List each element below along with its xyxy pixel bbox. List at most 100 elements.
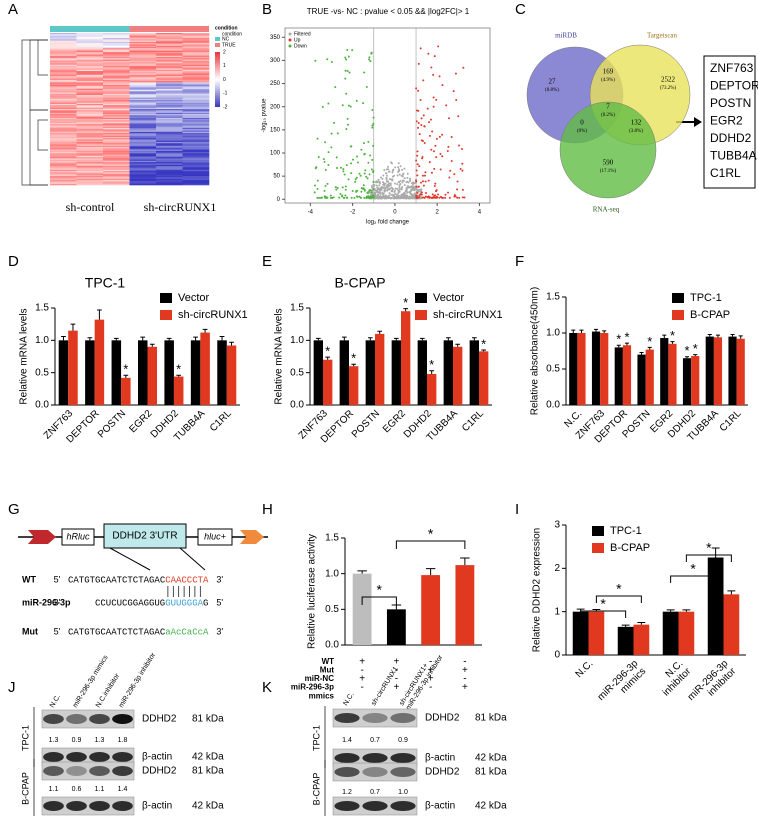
heat-cell — [76, 102, 104, 105]
condition-label: miR-296-3p — [291, 683, 334, 692]
bar — [427, 373, 437, 405]
heat-cell — [50, 163, 77, 166]
point — [424, 195, 427, 198]
point — [356, 161, 359, 164]
heat-cell — [76, 33, 104, 35]
bracket — [685, 554, 732, 562]
quantification: 1.4 — [118, 786, 128, 793]
point — [416, 163, 419, 166]
heat-cell — [156, 145, 183, 148]
point — [342, 170, 345, 173]
panel-letter: F — [515, 253, 524, 270]
heat-cell — [182, 52, 210, 54]
heat-cell — [50, 168, 77, 171]
point — [365, 175, 368, 178]
heat-cell — [129, 67, 157, 69]
heat-cell — [76, 67, 104, 69]
bracket — [580, 610, 627, 618]
row-label: WT — [22, 574, 36, 584]
error-bar — [693, 354, 698, 357]
point — [379, 191, 382, 194]
heat-cell — [129, 117, 157, 120]
point — [437, 193, 440, 196]
heat-cell — [50, 167, 77, 169]
scale-tick: -1 — [223, 91, 228, 97]
point — [344, 77, 347, 80]
heat-cell — [76, 164, 104, 167]
heat-cell — [103, 183, 130, 186]
heat-cell — [156, 102, 183, 105]
quantification: 1.0 — [398, 789, 408, 796]
point — [329, 194, 332, 197]
legend-label: B-CPAP — [610, 542, 650, 554]
point — [410, 182, 413, 185]
heat-cell — [129, 40, 157, 43]
strand-end: 5' — [54, 574, 61, 584]
heat-cell — [182, 117, 210, 120]
heat-cell — [50, 100, 77, 102]
heat-cell — [129, 106, 157, 109]
heat-cell — [76, 82, 104, 84]
point — [394, 166, 397, 169]
heat-cell — [103, 182, 130, 185]
point — [389, 182, 392, 185]
heat-cell — [103, 124, 130, 126]
heat-cell — [156, 126, 183, 129]
y-tick-label: 0.0 — [546, 400, 560, 411]
point — [394, 187, 397, 190]
heat-cell — [129, 50, 157, 53]
heat-cell — [50, 152, 77, 154]
heat-cell — [182, 76, 210, 78]
heat-cell — [182, 77, 210, 79]
condition-bar — [76, 26, 103, 32]
heat-cell — [50, 55, 77, 58]
point — [412, 181, 415, 184]
heat-cell — [76, 35, 104, 38]
legend-swatch — [160, 310, 172, 320]
heat-cell — [50, 82, 77, 84]
condition-sign: - — [463, 674, 466, 685]
heat-cell — [76, 45, 104, 48]
point — [401, 186, 404, 189]
bar — [401, 311, 411, 405]
point — [427, 121, 430, 124]
point — [397, 181, 400, 184]
heat-cell — [182, 133, 210, 135]
bar — [614, 347, 623, 405]
heat-cell — [156, 78, 183, 81]
heat-cell — [182, 163, 210, 166]
heat-cell — [156, 77, 183, 79]
band — [362, 713, 388, 723]
point — [399, 197, 402, 200]
heat-cell — [76, 41, 104, 44]
point — [435, 196, 438, 199]
point — [386, 186, 389, 189]
heat-cell — [76, 133, 104, 135]
heat-cell — [103, 103, 130, 106]
point — [358, 195, 361, 198]
heat-cell — [103, 105, 130, 107]
region-pct: (17.1%) — [600, 169, 617, 174]
heat-cell — [103, 136, 130, 139]
point — [418, 193, 421, 196]
control-band — [66, 801, 87, 811]
heat-cell — [50, 183, 77, 186]
heat-cell — [50, 145, 77, 148]
quantification: 1.4 — [342, 737, 352, 744]
heat-cell — [103, 143, 130, 145]
point — [426, 196, 429, 199]
heat-cell — [50, 62, 77, 64]
heat-cell — [76, 160, 104, 163]
point — [341, 104, 344, 107]
x-tick-label: C1RL — [718, 408, 744, 434]
heat-cell — [50, 46, 77, 49]
heat-cell — [50, 58, 77, 60]
point — [345, 58, 348, 61]
point — [424, 192, 427, 195]
heat-cell — [76, 44, 104, 46]
point — [350, 172, 353, 175]
heat-cell — [156, 52, 183, 54]
x-tick-label: -4 — [308, 210, 314, 216]
heat-cell — [182, 54, 210, 57]
heat-cell — [156, 134, 183, 136]
